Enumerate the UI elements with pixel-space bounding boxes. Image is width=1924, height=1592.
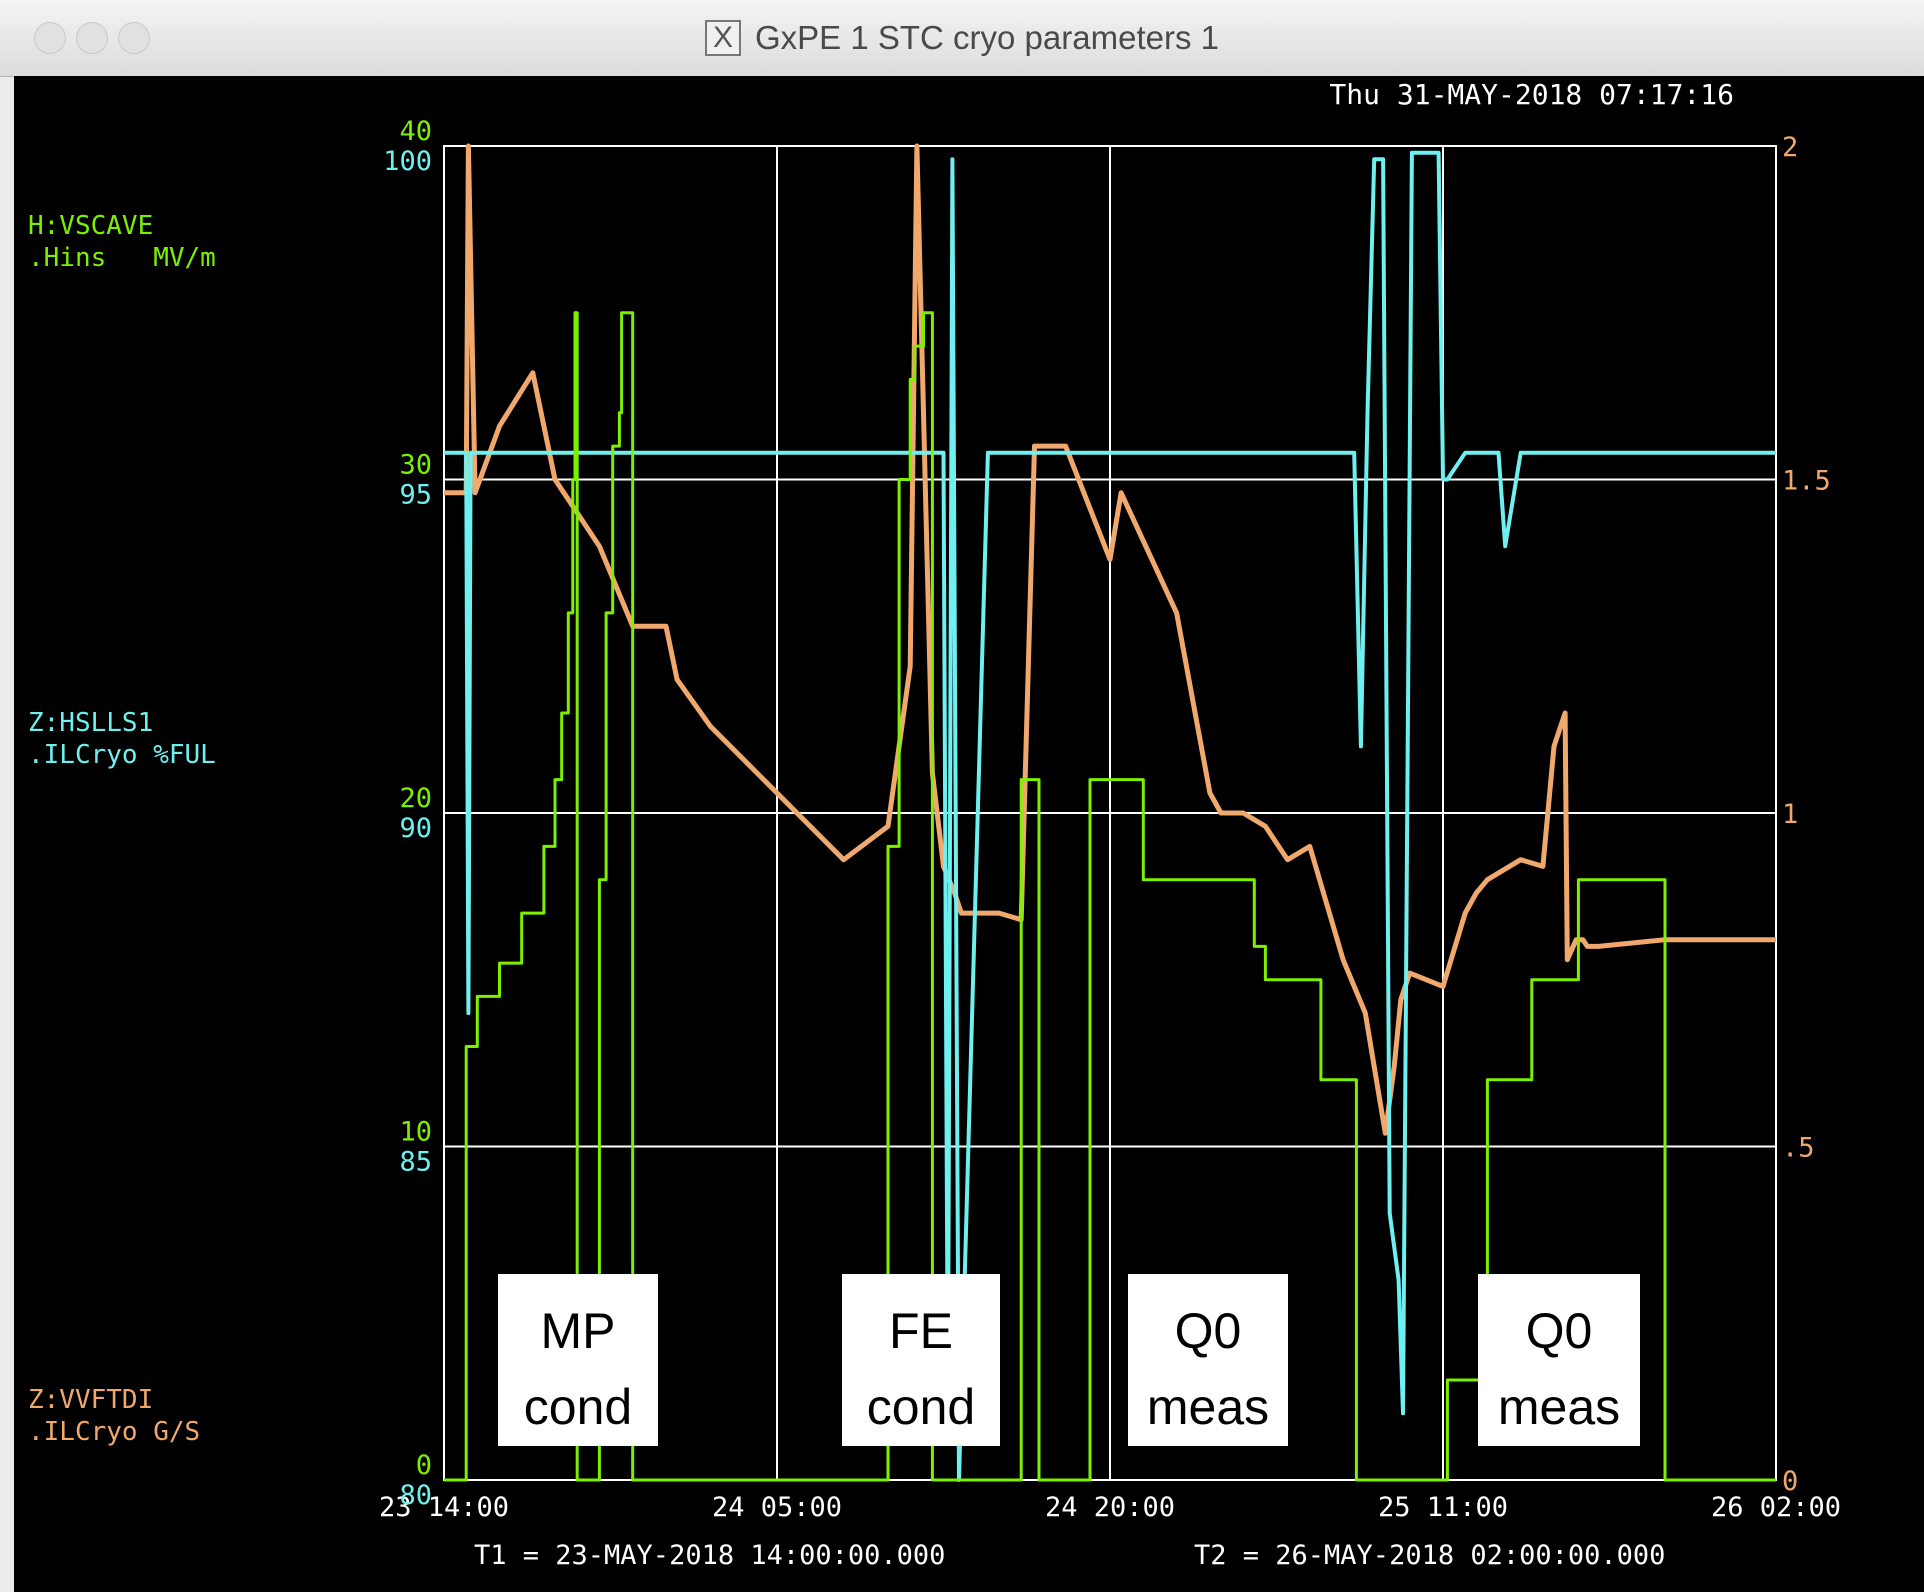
- annotation-line1: MP: [541, 1303, 616, 1359]
- series-line-h-vscave: [444, 311, 1776, 1482]
- tick-label-x: 23 14:00: [379, 1492, 509, 1523]
- channel-name-hslls1: Z:HSLLS1: [28, 708, 153, 738]
- annotation-box: [498, 1274, 658, 1446]
- annotation-line2: meas: [1498, 1379, 1620, 1435]
- tick-label-cyan: 80: [399, 1480, 432, 1511]
- tick-label-orange: 0: [1782, 1466, 1798, 1497]
- series-line-z-hslls1: [444, 150, 1776, 1482]
- tick-label-cyan: 100: [383, 146, 432, 177]
- window-title: GxPE 1 STC cryo parameters 1: [755, 19, 1219, 56]
- tick-label-cyan: 90: [399, 813, 432, 844]
- chart-svg: Thu 31-MAY-2018 07:17:16 H:VSCAVE .Hins …: [28, 78, 1841, 1571]
- tick-label-x: 25 11:00: [1378, 1492, 1508, 1523]
- tick-label-green: 10: [399, 1117, 432, 1148]
- close-window-button[interactable]: [34, 22, 66, 54]
- title-wrap: X GxPE 1 STC cryo parameters 1: [0, 0, 1924, 76]
- tick-label-green: 20: [399, 783, 432, 814]
- channel-name-vvftdi: Z:VVFTDI: [28, 1385, 153, 1415]
- channel-sub-vvftdi: .ILCryo G/S: [28, 1417, 200, 1447]
- annotations: MP cond FE cond Q0 meas Q0 meas: [498, 1274, 1640, 1446]
- timestamp: Thu 31-MAY-2018 07:17:16: [1329, 78, 1734, 111]
- annotation-line1: Q0: [1175, 1303, 1242, 1359]
- tick-label-orange: 2: [1782, 132, 1798, 163]
- tick-label-green: 40: [399, 116, 432, 147]
- channel-sub-vscave: .Hins MV/m: [28, 243, 216, 273]
- channel-sub-hslls1: .ILCryo %FUL: [28, 740, 216, 770]
- annotation-line2: meas: [1147, 1379, 1269, 1435]
- tick-label-x: 24 20:00: [1045, 1492, 1175, 1523]
- tick-label-orange: .5: [1782, 1133, 1815, 1164]
- annotation-line1: Q0: [1526, 1303, 1593, 1359]
- tick-label-orange: 1: [1782, 799, 1798, 830]
- title-bar[interactable]: X GxPE 1 STC cryo parameters 1: [0, 0, 1924, 77]
- annotation-box: [842, 1274, 1000, 1446]
- tick-label-green: 30: [399, 450, 432, 481]
- annotation-line2: cond: [524, 1379, 632, 1435]
- annotation-box: [1128, 1274, 1288, 1446]
- tick-label-x: 26 02:00: [1711, 1492, 1841, 1523]
- series-line-z-vvftdi: [444, 143, 1776, 1136]
- annotation-line2: cond: [867, 1379, 975, 1435]
- series-layer: [444, 143, 1776, 1482]
- tick-label-orange: 1.5: [1782, 466, 1831, 497]
- tick-label-cyan: 95: [399, 480, 432, 511]
- annotation-box: [1478, 1274, 1640, 1446]
- annotation-line1: FE: [889, 1303, 953, 1359]
- x11-icon: X: [705, 20, 741, 56]
- tick-label-green: 0: [416, 1450, 432, 1481]
- grid: [443, 145, 1777, 1481]
- tick-label-x: 24 05:00: [712, 1492, 842, 1523]
- channel-name-vscave: H:VSCAVE: [28, 211, 153, 241]
- t1-label: T1 = 23-MAY-2018 14:00:00.000: [474, 1540, 945, 1571]
- zoom-window-button[interactable]: [118, 22, 150, 54]
- minimize-window-button[interactable]: [76, 22, 108, 54]
- tick-label-cyan: 85: [399, 1147, 432, 1178]
- t2-label: T2 = 26-MAY-2018 02:00:00.000: [1194, 1540, 1665, 1571]
- plot-area: Thu 31-MAY-2018 07:17:16 H:VSCAVE .Hins …: [14, 76, 1924, 1592]
